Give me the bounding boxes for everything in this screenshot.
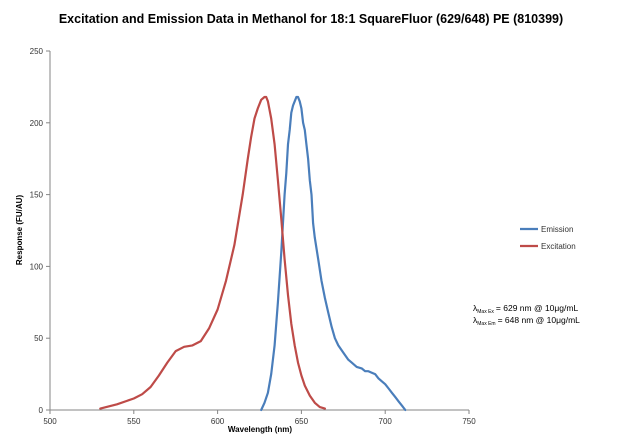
y-tick-label: 100 — [30, 262, 44, 271]
chart-title: Excitation and Emission Data in Methanol… — [59, 12, 563, 26]
x-tick-label: 750 — [462, 417, 476, 426]
y-tick-label: 250 — [30, 47, 44, 56]
legend-label-emission: Emission — [541, 225, 573, 234]
y-tick-label: 50 — [34, 334, 43, 343]
annotation-box: λMax Ex = 629 nm @ 10μg/mL λMax Em = 648 n… — [473, 303, 580, 327]
series-line-emission — [260, 95, 407, 412]
x-tick-label: 500 — [43, 417, 57, 426]
annotation-subscript: Max Em — [477, 321, 495, 327]
series-line-excitation — [99, 95, 326, 410]
y-axis-label: Response (FU/AU) — [15, 195, 24, 266]
annotation-line-em: λMax Em = 648 nm @ 10μg/mL — [473, 315, 580, 327]
y-tick-label: 0 — [39, 406, 44, 415]
annotation-line-ex: λMax Ex = 629 nm @ 10μg/mL — [473, 303, 578, 315]
axes: 0 50 100 150 200 250 500 550 600 650 700 750 — [30, 47, 477, 426]
annotation-lambda: λ — [473, 315, 478, 325]
x-axis-label: Wavelength (nm) — [228, 425, 292, 434]
legend-label-excitation: Excitation — [541, 242, 576, 251]
annotation-lambda: λ — [473, 303, 478, 313]
x-tick-label: 600 — [211, 417, 225, 426]
x-tick-label: 700 — [379, 417, 393, 426]
y-tick-label: 150 — [30, 191, 44, 200]
annotation-subscript: Max Ex — [477, 309, 494, 315]
annotation-value: = 648 nm @ 10μg/mL — [498, 315, 581, 325]
annotation-value: = 629 nm @ 10μg/mL — [496, 303, 579, 313]
series-layer — [99, 95, 407, 412]
x-tick-label: 550 — [127, 417, 141, 426]
legend: Emission Excitation — [520, 225, 576, 251]
y-tick-label: 200 — [30, 119, 44, 128]
x-tick-label: 650 — [295, 417, 309, 426]
